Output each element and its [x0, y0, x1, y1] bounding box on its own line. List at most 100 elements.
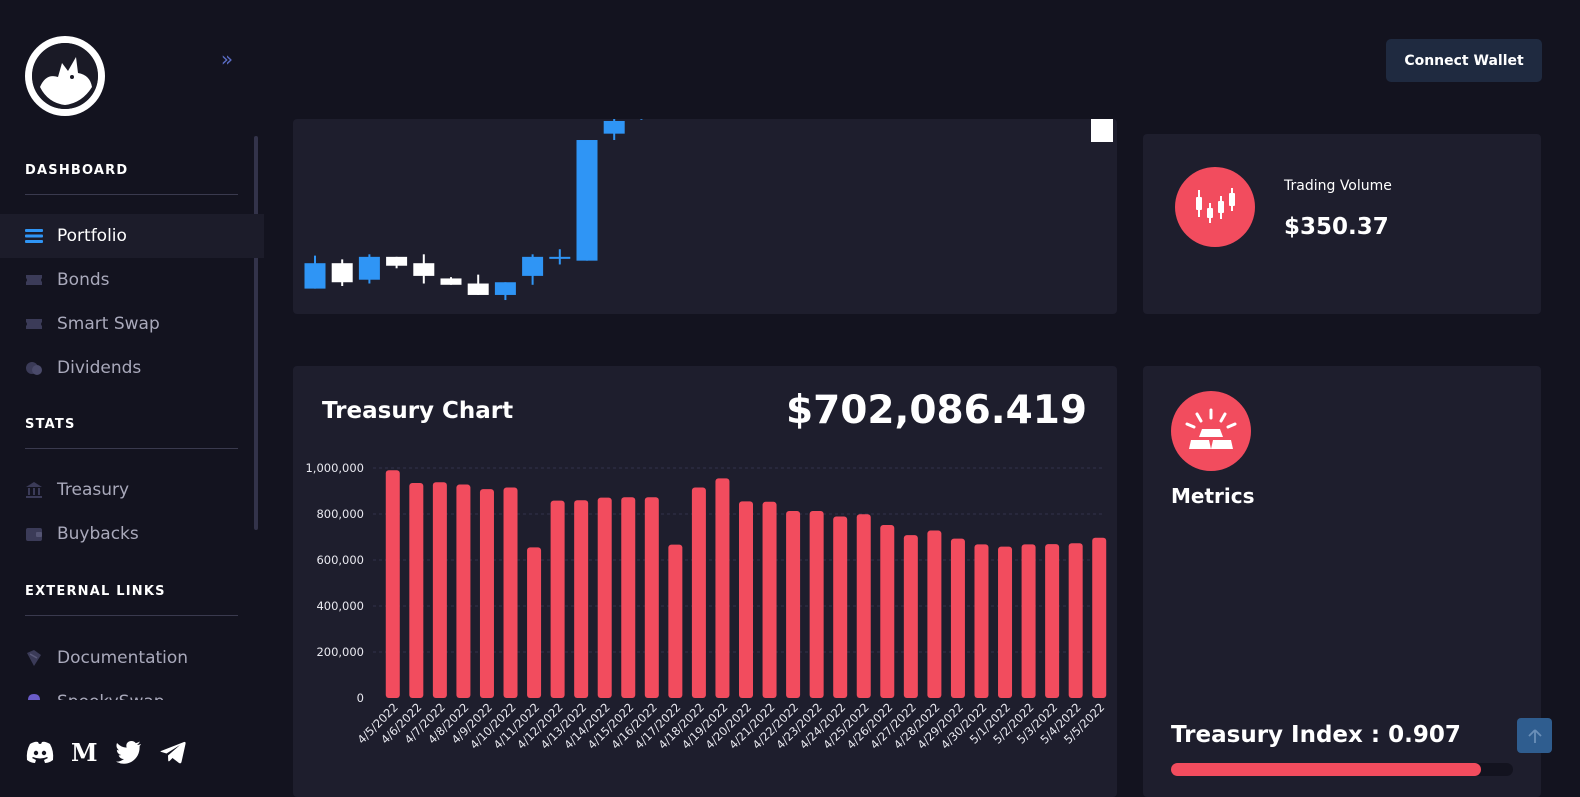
candle[interactable]: [549, 249, 571, 265]
sidebar-item-label: Dividends: [57, 358, 142, 378]
bar[interactable]: [998, 546, 1013, 698]
sidebar-item-portfolio[interactable]: Portfolio: [0, 214, 264, 258]
y-tick-label: 200,000: [316, 645, 364, 659]
sidebar-item-label: Treasury: [57, 480, 130, 500]
bar[interactable]: [503, 487, 518, 698]
trading-volume-card: Trading Volume $350.37: [1143, 134, 1541, 314]
treasury-value: $702,086.419: [786, 388, 1087, 433]
section-divider: [25, 448, 238, 449]
candle-body: [576, 140, 598, 261]
candle[interactable]: [631, 119, 652, 120]
bar[interactable]: [691, 487, 706, 698]
bar[interactable]: [739, 501, 753, 698]
candle-body: [331, 263, 353, 283]
candle[interactable]: [440, 277, 462, 285]
bar[interactable]: [927, 530, 942, 698]
candle[interactable]: [386, 256, 408, 269]
sidebar-item-label: Portfolio: [57, 226, 127, 246]
candle-body: [440, 278, 462, 285]
y-tick-label: 0: [357, 691, 364, 705]
candle-body: [467, 283, 489, 295]
candle-body: [386, 256, 408, 266]
section-divider: [25, 194, 238, 195]
metrics-card: Metrics Treasury Index : 0.907: [1143, 366, 1541, 797]
connect-wallet-button[interactable]: Connect Wallet: [1386, 39, 1542, 82]
treasury-chart-card: Treasury Chart $702,086.419 0 200,000 400,…: [293, 366, 1117, 797]
bar[interactable]: [856, 514, 871, 698]
bar[interactable]: [1092, 537, 1107, 698]
bar[interactable]: [1068, 543, 1083, 698]
section-title: STATS: [25, 417, 76, 432]
section-title: EXTERNAL LINKS: [25, 584, 166, 599]
bar[interactable]: [903, 535, 918, 698]
candle[interactable]: [522, 254, 544, 285]
candle[interactable]: [358, 254, 380, 284]
y-tick-label: 1,000,000: [305, 461, 364, 475]
bar[interactable]: [644, 497, 659, 698]
candle[interactable]: [576, 140, 598, 261]
gold-bars-icon: [1171, 391, 1251, 471]
bar[interactable]: [432, 482, 447, 698]
sidebar-item-spookyswap[interactable]: SpookySwap: [0, 680, 264, 700]
wolf-logo[interactable]: [25, 36, 105, 116]
bar[interactable]: [762, 501, 777, 698]
bar[interactable]: [574, 500, 589, 698]
bar[interactable]: [668, 544, 683, 698]
sidebar-item-dividends[interactable]: Dividends: [0, 346, 264, 390]
medium-icon[interactable]: M: [68, 736, 100, 768]
candle[interactable]: [304, 255, 326, 289]
candle-body: [603, 120, 625, 134]
treasury-bar-chart: 0200,000400,000600,000800,0001,000,0004/…: [305, 461, 1107, 752]
treasury-index-label: Treasury Index : 0.907: [1171, 722, 1461, 748]
candle[interactable]: [413, 254, 435, 284]
bar[interactable]: [786, 511, 801, 698]
candle[interactable]: [467, 274, 489, 295]
twitter-icon[interactable]: [113, 736, 145, 768]
bar[interactable]: [809, 511, 824, 698]
telegram-icon[interactable]: [157, 736, 189, 768]
bar[interactable]: [880, 525, 895, 698]
bar[interactable]: [409, 482, 424, 698]
bar[interactable]: [833, 516, 848, 698]
bar[interactable]: [950, 538, 965, 698]
trading-volume-label: Trading Volume: [1284, 178, 1392, 194]
arrow-up-icon: [1527, 728, 1542, 743]
bar[interactable]: [527, 547, 542, 698]
bar[interactable]: [1045, 544, 1060, 698]
candle[interactable]: [603, 119, 625, 141]
bar[interactable]: [385, 470, 400, 698]
bar[interactable]: [715, 478, 730, 698]
sidebar-item-smart-swap[interactable]: Smart Swap: [0, 302, 264, 346]
bar[interactable]: [974, 544, 989, 698]
candle[interactable]: [494, 282, 516, 301]
sidebar-scrollbar[interactable]: [254, 136, 258, 530]
candle[interactable]: [331, 259, 353, 287]
sidebar-item-label: Bonds: [57, 270, 110, 290]
discord-icon[interactable]: [24, 736, 56, 768]
svg-text:M: M: [71, 740, 98, 764]
bar[interactable]: [621, 497, 636, 698]
sidebar-item-label: Documentation: [57, 648, 189, 668]
bank-icon: [25, 481, 43, 499]
bar[interactable]: [1021, 544, 1036, 698]
sidebar-item-bonds[interactable]: Bonds: [0, 258, 264, 302]
section-divider: [25, 615, 238, 616]
sidebar-item-buybacks[interactable]: Buybacks: [0, 512, 264, 556]
sidebar-item-label: Smart Swap: [57, 314, 160, 334]
sidebar-item-treasury[interactable]: Treasury: [0, 468, 264, 512]
treasury-index-progress-fill: [1171, 763, 1482, 776]
bar[interactable]: [597, 497, 612, 698]
bar[interactable]: [456, 484, 471, 698]
y-tick-label: 400,000: [316, 599, 364, 613]
sidebar-item-documentation[interactable]: Documentation: [0, 636, 264, 680]
wolf-logo-mark: [29, 40, 101, 112]
bar[interactable]: [550, 500, 565, 698]
y-tick-label: 800,000: [316, 507, 364, 521]
candlestick-icon: [1175, 167, 1255, 247]
coins-icon: [25, 359, 43, 377]
scroll-to-top-button[interactable]: [1517, 718, 1552, 753]
trading-volume-value: $350.37: [1284, 214, 1389, 240]
expand-sidebar-icon[interactable]: »: [220, 47, 234, 71]
price-candlestick-chart: [304, 119, 1113, 301]
bar[interactable]: [479, 489, 494, 698]
